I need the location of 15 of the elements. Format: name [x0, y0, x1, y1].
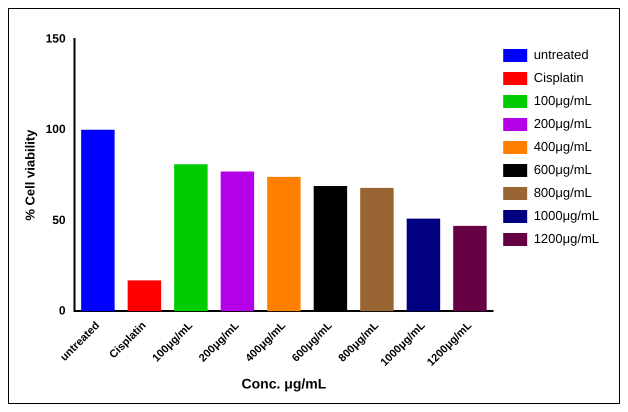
legend-label: 600μg/mL	[534, 162, 592, 178]
y-tick-label: 0	[58, 304, 66, 318]
y-tick-label: 50	[52, 212, 66, 227]
legend-label: 400μg/mL	[534, 139, 592, 154]
legend-label: 200μg/mL	[534, 116, 592, 132]
legend-label: 100μg/mL	[534, 93, 592, 108]
legend-label: 1000μg/mL	[534, 208, 599, 224]
legend-label: 1200μg/mL	[534, 231, 599, 246]
y-axis-title: % Cell viability	[22, 128, 38, 221]
legend-label: Cisplatin	[534, 70, 584, 86]
x-axis-title: Conc. μg/mL	[242, 375, 327, 392]
legend-label: untreated	[534, 47, 589, 62]
y-tick-label: 150	[46, 31, 66, 46]
legend-label: 800μg/mL	[534, 185, 592, 200]
y-tick-label: 100	[46, 122, 66, 136]
